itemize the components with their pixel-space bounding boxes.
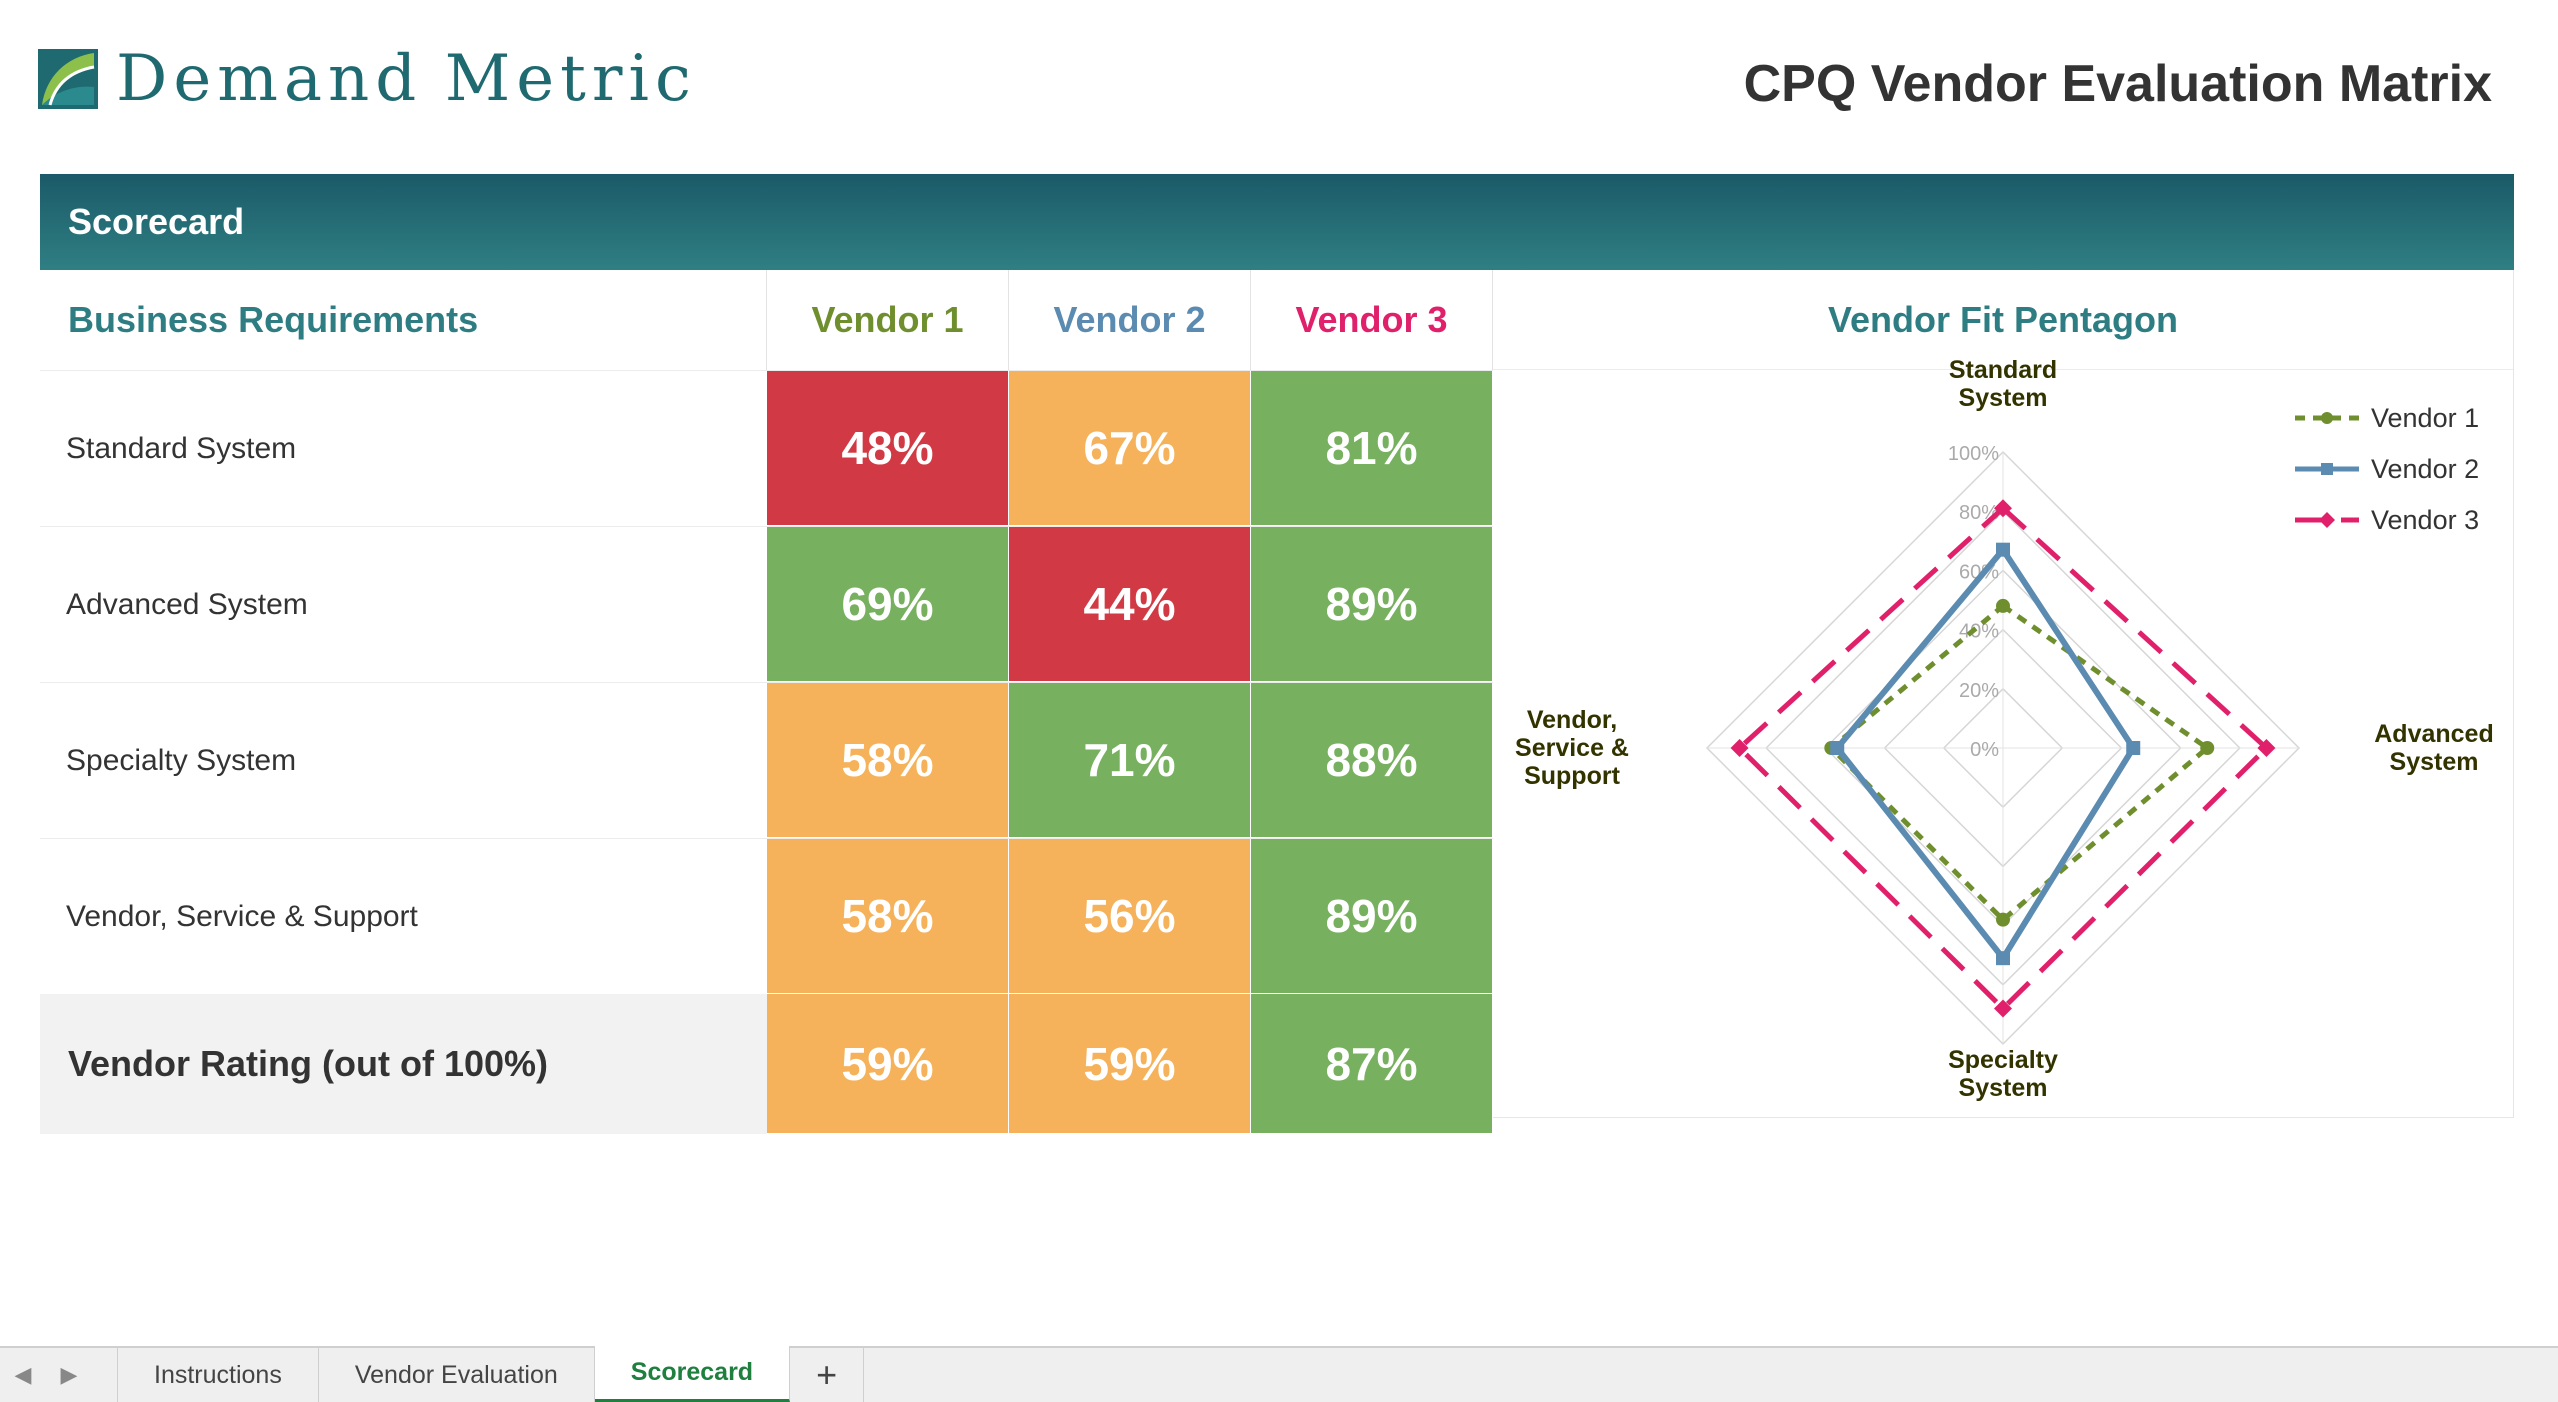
data-point-vendor-3 [2257,739,2276,757]
data-point-vendor-3 [1994,499,2012,518]
axis-label: Standard [1949,356,2057,384]
score-cell-vendor-2: 71% [1009,683,1251,838]
scorecard-banner: Scorecard [40,174,2514,270]
score-cell-vendor-2: 67% [1009,371,1251,526]
table-row: Advanced System 69% 44% 89% [40,526,1493,682]
vendor-rating-v1: 59% [767,994,1009,1134]
add-sheet-button[interactable]: + [790,1348,865,1402]
legend-marker-vendor-2 [2321,463,2333,475]
sheet-tab-bar: ◀ ▶ Instructions Vendor Evaluation Score… [0,1346,2558,1402]
document-title: CPQ Vendor Evaluation Matrix [1743,55,2492,113]
requirement-label: Advanced System [66,587,308,621]
sheet-tab-vendor-evaluation[interactable]: Vendor Evaluation [319,1348,595,1402]
score-cell-vendor-1: 58% [767,839,1009,994]
score-cell-vendor-2: 44% [1009,527,1251,682]
axis-label: Vendor, [1527,706,1617,734]
score-cell-vendor-3: 81% [1251,371,1493,526]
score-cell-vendor-3: 89% [1251,839,1493,994]
series-line-vendor-1 [1827,602,2212,924]
table-row: Specialty System 58% 71% 88% [40,682,1493,838]
axis-label: Specialty [1948,1046,2058,1074]
vendor-fit-chart-panel: Vendor Fit Pentagon 0% 20% 40% 60% 80% 100% St… [1493,270,2514,1118]
vendor-rating-label: Vendor Rating (out of 100%) [40,994,767,1134]
data-point-vendor-2 [2126,741,2141,755]
sheet-tab-instructions[interactable]: Instructions [118,1348,319,1402]
table-row: Standard System 48% 67% 81% [40,370,1493,526]
requirement-label: Vendor, Service & Support [66,899,418,933]
header-vendor-1: Vendor 1 [767,270,1009,370]
score-cell-vendor-1: 58% [767,683,1009,838]
vendor-rating-row: Vendor Rating (out of 100%) 59% 59% 87% [40,994,1493,1134]
data-point-vendor-3 [1730,739,1749,757]
data-point-vendor-1 [2200,741,2215,755]
tab-nav-separator [92,1348,118,1402]
legend-label-vendor-3: Vendor 3 [2371,505,2479,535]
data-point-vendor-1 [1996,912,2010,927]
tick-label: 40% [1959,621,1999,643]
brand-name: Demand Metric [116,42,697,116]
demand-metric-logo-icon [38,49,98,109]
header-business-requirements: Business Requirements [40,270,767,370]
legend-marker-vendor-3 [2319,512,2335,528]
vendor-rating-v2: 59% [1009,994,1251,1134]
data-point-vendor-1 [1996,598,2010,613]
table-header-row: Business Requirements Vendor 1 Vendor 2 … [40,270,1493,370]
score-cell-vendor-1: 69% [767,527,1009,682]
radar-chart: 0%20%40%60%80%100%StandardSystemAdvanced… [1515,356,2494,1102]
vendor-rating-v3: 87% [1251,994,1493,1134]
legend-label-vendor-1: Vendor 1 [2371,403,2479,433]
data-point-vendor-2 [1830,741,1845,755]
scorecard-table: Business Requirements Vendor 1 Vendor 2 … [40,270,1493,1134]
sheet-tab-scorecard[interactable]: Scorecard [594,1346,791,1402]
score-cell-vendor-3: 89% [1251,527,1493,682]
requirement-label: Specialty System [66,743,297,777]
axis-label: System [1959,384,2048,412]
axis-label: System [2390,748,2479,776]
scroll-left-icon[interactable]: ◀ [14,1362,32,1387]
brand-name-first: Demand [116,42,423,116]
scroll-right-icon[interactable]: ▶ [60,1362,78,1387]
axis-label: Support [1524,762,1620,790]
data-point-vendor-2 [1996,542,2010,557]
legend-label-vendor-2: Vendor 2 [2371,454,2479,484]
brand-name-second: Metric [444,42,697,116]
legend-marker-vendor-1 [2321,412,2333,424]
data-point-vendor-2 [1996,951,2010,966]
axis-label: System [1959,1074,2048,1102]
score-cell-vendor-3: 88% [1251,683,1493,838]
data-point-vendor-3 [1994,999,2012,1018]
tick-label: 20% [1959,680,1999,702]
series-line-vendor-3 [1735,504,2271,1012]
axis-label: Advanced [2374,720,2493,748]
score-cell-vendor-1: 48% [767,371,1009,526]
requirement-label: Standard System [66,431,297,465]
axis-label: Service & [1515,734,1629,762]
score-cell-vendor-2: 56% [1009,839,1251,994]
tick-label: 100% [1948,443,1999,465]
chart-title: Vendor Fit Pentagon [1493,270,2513,370]
header-vendor-2: Vendor 2 [1009,270,1251,370]
tick-label: 80% [1959,502,1999,524]
brand-logo-group: Demand Metric [36,42,697,116]
tick-label: 0% [1970,739,1999,761]
table-row: Vendor, Service & Support 58% 56% 89% [40,838,1493,994]
header-vendor-3: Vendor 3 [1251,270,1493,370]
